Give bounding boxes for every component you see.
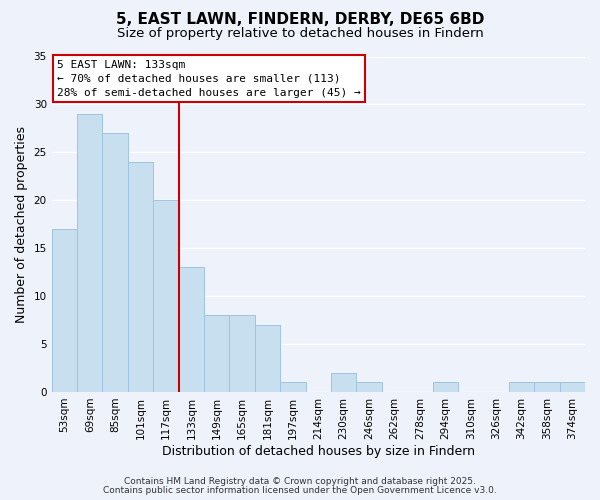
Bar <box>204 316 229 392</box>
Bar <box>509 382 534 392</box>
Bar <box>77 114 103 392</box>
Bar <box>255 325 280 392</box>
Bar <box>229 316 255 392</box>
Y-axis label: Number of detached properties: Number of detached properties <box>15 126 28 322</box>
Text: Size of property relative to detached houses in Findern: Size of property relative to detached ho… <box>116 28 484 40</box>
X-axis label: Distribution of detached houses by size in Findern: Distribution of detached houses by size … <box>162 444 475 458</box>
Bar <box>52 229 77 392</box>
Text: Contains public sector information licensed under the Open Government Licence v3: Contains public sector information licen… <box>103 486 497 495</box>
Bar <box>356 382 382 392</box>
Bar <box>534 382 560 392</box>
Bar <box>153 200 179 392</box>
Text: 5 EAST LAWN: 133sqm
← 70% of detached houses are smaller (113)
28% of semi-detac: 5 EAST LAWN: 133sqm ← 70% of detached ho… <box>57 60 361 98</box>
Bar <box>560 382 585 392</box>
Text: 5, EAST LAWN, FINDERN, DERBY, DE65 6BD: 5, EAST LAWN, FINDERN, DERBY, DE65 6BD <box>116 12 484 28</box>
Bar <box>331 373 356 392</box>
Bar <box>433 382 458 392</box>
Bar <box>103 133 128 392</box>
Bar <box>179 268 204 392</box>
Text: Contains HM Land Registry data © Crown copyright and database right 2025.: Contains HM Land Registry data © Crown c… <box>124 478 476 486</box>
Bar <box>280 382 305 392</box>
Bar <box>128 162 153 392</box>
